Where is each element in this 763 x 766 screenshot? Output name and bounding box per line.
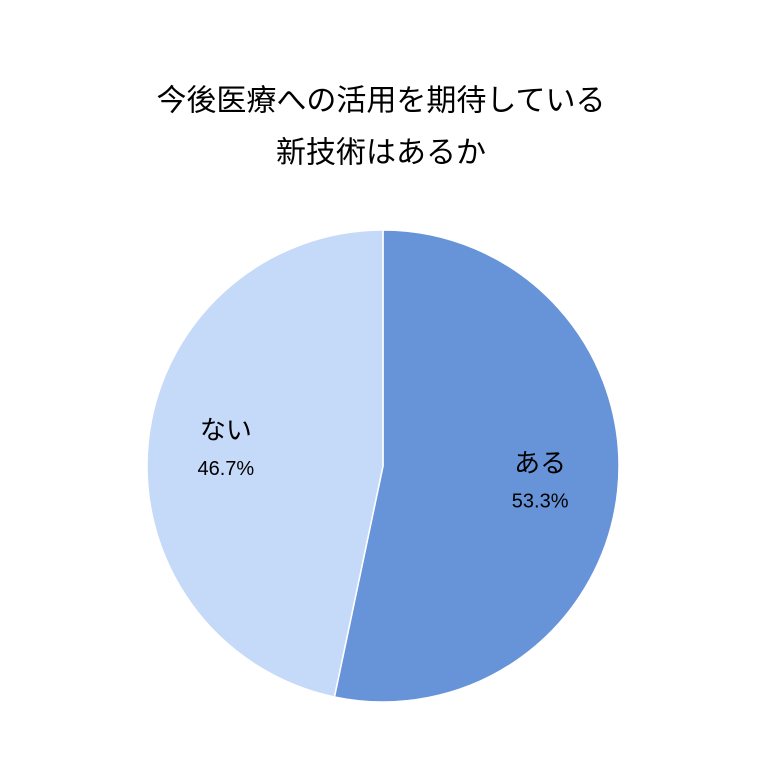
chart-title: 今後医療への活用を期待している (156, 84, 605, 119)
slice-label: ある (514, 449, 566, 479)
pie-slice (146, 229, 384, 698)
slice-label: ない (200, 416, 252, 446)
pie-slice (333, 229, 620, 703)
data-label: 46.7% (197, 458, 254, 480)
data-label: 53.3% (512, 491, 569, 513)
chart-title: 新技術はあるか (276, 136, 486, 171)
